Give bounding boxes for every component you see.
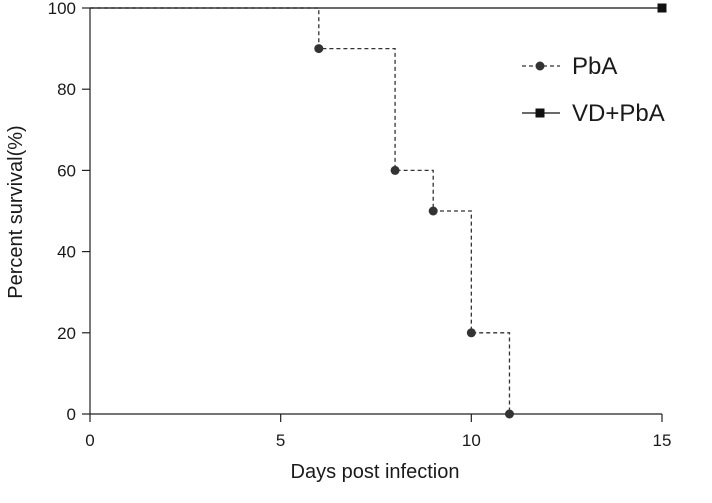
y-tick-label-0: 0: [67, 405, 76, 424]
y-tick-label-60: 60: [57, 161, 76, 180]
point-vd-pba-day-15: [657, 3, 667, 13]
x-axis-title: Days post infection: [291, 461, 460, 483]
point-pba-day-6: [314, 44, 324, 54]
series-layer: [90, 3, 667, 419]
legend-label-vd-pba: VD+PbA: [572, 100, 665, 127]
legend-marker-pba: [535, 61, 545, 71]
x-tick-label-5: 5: [276, 431, 285, 450]
series-line-pba: [90, 7, 511, 414]
point-pba-day-11: [504, 409, 514, 419]
y-tick-label-40: 40: [57, 243, 76, 262]
legend-label-pba: PbA: [572, 53, 617, 80]
legend-marker-vd-pba: [535, 108, 545, 118]
axes: 0 20 40 60 80 100 0 5 10 15: [48, 0, 672, 450]
point-pba-day-8: [390, 165, 400, 175]
y-axis-title: Percent survival(%): [5, 125, 27, 298]
point-pba-day-10: [466, 328, 476, 338]
y-tick-label-20: 20: [57, 324, 76, 343]
x-tick-label-10: 10: [462, 431, 481, 450]
x-tick-label-0: 0: [85, 431, 94, 450]
x-tick-label-15: 15: [653, 431, 672, 450]
y-tick-label-80: 80: [57, 80, 76, 99]
point-pba-day-9: [428, 206, 438, 216]
y-tick-label-100: 100: [48, 0, 76, 18]
legend: PbA VD+PbA: [522, 53, 665, 127]
